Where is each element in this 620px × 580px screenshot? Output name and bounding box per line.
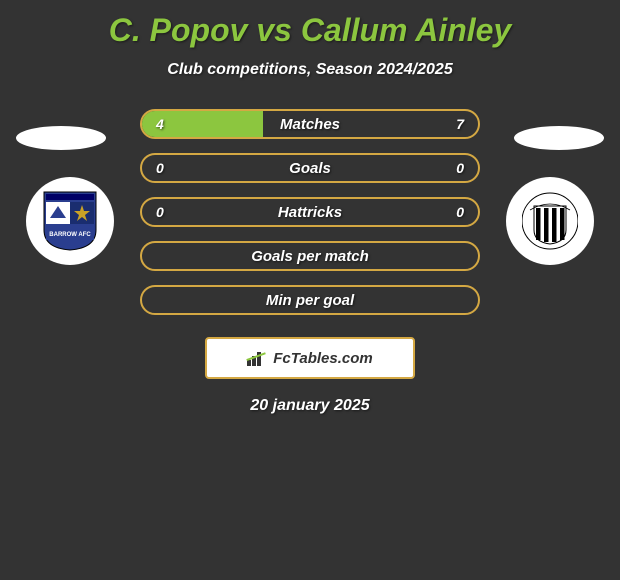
- chart-icon: [247, 350, 267, 366]
- stat-label: Matches: [142, 116, 478, 133]
- stat-row: 00Hattricks: [140, 197, 480, 227]
- stat-row: 47Matches: [140, 109, 480, 139]
- stat-row: Goals per match: [140, 241, 480, 271]
- stat-label: Goals: [142, 160, 478, 177]
- stat-label: Goals per match: [142, 248, 478, 265]
- page-subtitle: Club competitions, Season 2024/2025: [0, 61, 620, 79]
- player-right-ellipse: [514, 126, 604, 150]
- svg-text:BARROW AFC: BARROW AFC: [49, 232, 91, 238]
- footer-site-badge[interactable]: FcTables.com: [205, 337, 415, 379]
- grimsby-town-crest-icon: [522, 190, 578, 252]
- stat-label: Hattricks: [142, 204, 478, 221]
- player-left-ellipse: [16, 126, 106, 150]
- stat-row: Min per goal: [140, 285, 480, 315]
- stats-container: 47Matches 00Goals 00Hattricks Goals per mat…: [140, 109, 480, 315]
- page-title: C. Popov vs Callum Ainley: [0, 0, 620, 49]
- team-badge-right: [506, 177, 594, 265]
- stat-row: 00Goals: [140, 153, 480, 183]
- stat-label: Min per goal: [142, 292, 478, 309]
- team-badge-left: BARROW AFC: [26, 177, 114, 265]
- barrow-afc-crest-icon: BARROW AFC: [42, 190, 98, 252]
- footer-site-label: FcTables.com: [273, 350, 372, 367]
- date-label: 20 january 2025: [0, 397, 620, 415]
